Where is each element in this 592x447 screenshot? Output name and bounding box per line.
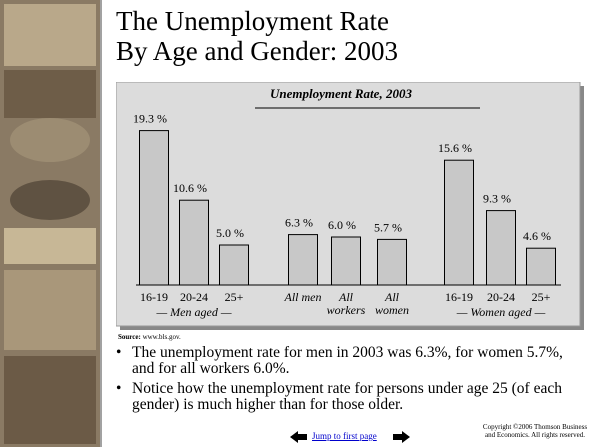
bullet: The unemployment rate for men in 2003 wa…	[114, 345, 586, 377]
source: Source: www.bls.gov.	[118, 333, 181, 341]
bar	[331, 236, 361, 286]
slide-title: The Unemployment Rate By Age and Gender:…	[116, 6, 398, 66]
nav-link[interactable]: Jump to first page	[312, 431, 377, 441]
bar	[486, 210, 516, 286]
source-text: www.bls.gov.	[142, 333, 181, 341]
x-tick-label: All men	[284, 290, 322, 304]
value-label: 4.6 %	[523, 229, 551, 243]
value-label: 10.6 %	[173, 181, 207, 195]
bullets: The unemployment rate for men in 2003 wa…	[114, 345, 586, 417]
source-label: Source:	[118, 333, 141, 341]
value-label: 6.3 %	[285, 216, 313, 230]
value-label: 15.6 %	[438, 141, 472, 155]
prev-arrow[interactable]	[290, 431, 308, 443]
x-tick-label: 16-19	[140, 290, 168, 304]
x-tick-label: All women	[375, 290, 409, 317]
chart-svg: Unemployment Rate, 2003 19.3 % 10.6 % 5.0 …	[116, 82, 584, 330]
bar	[526, 247, 556, 286]
x-tick-label: All workers	[326, 290, 366, 317]
x-tick-label: 20-24	[180, 290, 208, 304]
x-tick-label: 25+	[531, 290, 551, 304]
title-line: By Age and Gender: 2003	[116, 36, 398, 66]
chart-title: Unemployment Rate, 2003	[270, 86, 412, 101]
bar	[377, 238, 407, 286]
bar	[219, 244, 249, 286]
title-line: The Unemployment Rate	[116, 6, 389, 36]
chart: Unemployment Rate, 2003 19.3 % 10.6 % 5.0 …	[116, 82, 586, 332]
value-label: 6.0 %	[328, 218, 356, 232]
value-label: 5.7 %	[374, 220, 402, 234]
x-tick-label: 16-19	[445, 290, 473, 304]
value-label: 5.0 %	[216, 226, 244, 240]
bar	[179, 199, 209, 286]
value-label: 9.3 %	[483, 192, 511, 206]
bar	[444, 159, 474, 286]
x-tick-label: 25+	[224, 290, 244, 304]
bar	[288, 234, 318, 286]
decor-strip	[0, 0, 102, 447]
value-label: 19.3 %	[133, 112, 167, 126]
copyright: Copyright ©2006 Thomson Business and Eco…	[482, 423, 588, 439]
next-arrow[interactable]	[393, 431, 411, 443]
x-tick-label: 20-24	[487, 290, 515, 304]
group-label: — Women aged —	[456, 305, 546, 319]
bullet: Notice how the unemployment rate for per…	[114, 381, 586, 413]
bar	[139, 130, 169, 286]
group-label: — Men aged —	[156, 305, 232, 319]
